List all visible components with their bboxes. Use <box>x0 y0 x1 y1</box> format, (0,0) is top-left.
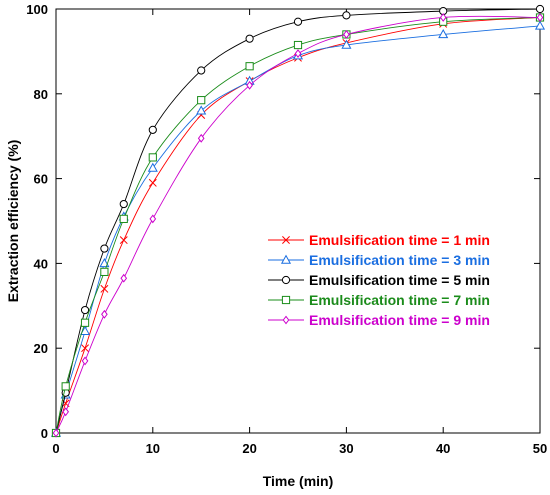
data-point <box>196 105 207 115</box>
y-tick-label: 0 <box>41 426 48 441</box>
legend-label: Emulsification time = 5 min <box>309 272 490 288</box>
data-point <box>100 284 109 293</box>
data-point <box>439 13 447 22</box>
y-tick-label: 20 <box>34 341 48 356</box>
marker-stroke <box>282 236 290 244</box>
data-point <box>534 20 546 30</box>
data-point <box>246 80 253 90</box>
legend-item: Emulsification time = 9 min <box>268 312 490 328</box>
series-layer <box>50 4 546 438</box>
data-point <box>293 17 303 26</box>
data-point <box>120 273 128 283</box>
data-point <box>81 344 89 353</box>
data-point <box>197 133 205 143</box>
data-point <box>438 29 449 39</box>
series-4 <box>51 13 545 438</box>
x-tick-label: 20 <box>242 441 256 456</box>
series-line <box>55 17 541 434</box>
series-5 <box>52 13 544 438</box>
data-point <box>245 34 254 43</box>
data-point <box>294 49 302 58</box>
data-point <box>119 214 128 223</box>
legend-item: Emulsification time = 3 min <box>268 252 490 268</box>
legend-marker <box>280 254 292 264</box>
data-point <box>341 39 352 49</box>
y-tick-label: 40 <box>34 256 48 271</box>
legend-item: Emulsification time = 7 min <box>268 292 490 308</box>
data-point <box>61 382 70 391</box>
legend-label: Emulsification time = 7 min <box>309 292 490 308</box>
data-point <box>149 214 157 224</box>
x-tick-label: 30 <box>339 441 353 456</box>
series-1 <box>52 13 544 437</box>
legend-item: Emulsification time = 5 min <box>268 272 490 288</box>
data-point <box>52 428 60 438</box>
data-point <box>293 40 303 50</box>
legend: Emulsification time = 1 min Emulsificatio… <box>268 232 490 328</box>
legend-label: Emulsification time = 1 min <box>309 232 490 248</box>
y-tick-label: 60 <box>34 172 48 187</box>
legend-marker <box>282 236 290 244</box>
marker-stroke <box>81 344 89 353</box>
legend-item: Emulsification time = 1 min <box>268 232 490 248</box>
data-point <box>147 162 158 172</box>
marker-stroke <box>148 178 157 187</box>
marker-stroke <box>61 399 70 408</box>
series-line <box>55 17 541 434</box>
data-point <box>343 30 350 39</box>
data-point <box>81 356 89 366</box>
x-tick-label: 40 <box>436 441 450 456</box>
data-point <box>535 4 545 14</box>
legend-marker <box>282 315 290 325</box>
x-tick-label: 50 <box>533 441 547 456</box>
marker-stroke <box>100 284 109 293</box>
data-point <box>148 153 157 162</box>
data-point <box>80 318 90 327</box>
y-tick-label: 80 <box>34 87 48 102</box>
axis-ticks: 0 10 20 30 40 50 0 20 40 60 80 100 <box>26 2 547 456</box>
data-point <box>100 244 109 253</box>
x-tick-label: 10 <box>146 441 160 456</box>
data-point <box>536 13 544 22</box>
data-point <box>119 236 128 245</box>
data-point <box>342 11 351 20</box>
series-2 <box>50 20 546 437</box>
data-point <box>197 96 206 105</box>
series-line <box>55 15 541 434</box>
data-point <box>197 66 206 75</box>
legend-label: Emulsification time = 9 min <box>309 312 490 328</box>
data-point <box>100 267 109 276</box>
series-line <box>55 25 541 434</box>
data-point <box>245 62 254 71</box>
data-point <box>79 325 91 335</box>
data-point <box>80 305 90 315</box>
y-axis-title: Extraction efficiency (%) <box>5 140 21 303</box>
legend-marker <box>281 275 291 285</box>
x-axis-title: Time (min) <box>263 473 334 489</box>
data-point <box>119 199 128 209</box>
data-point <box>148 125 157 134</box>
legend-marker <box>281 295 291 305</box>
data-point <box>62 407 70 417</box>
data-point <box>148 178 157 187</box>
x-tick-label: 0 <box>52 441 59 456</box>
data-point <box>101 309 108 319</box>
data-point <box>99 257 110 268</box>
series-line <box>55 8 541 434</box>
y-tick-label: 100 <box>26 2 48 17</box>
legend-label: Emulsification time = 3 min <box>309 252 490 268</box>
marker-stroke <box>119 236 128 245</box>
plot-frame <box>55 8 541 434</box>
